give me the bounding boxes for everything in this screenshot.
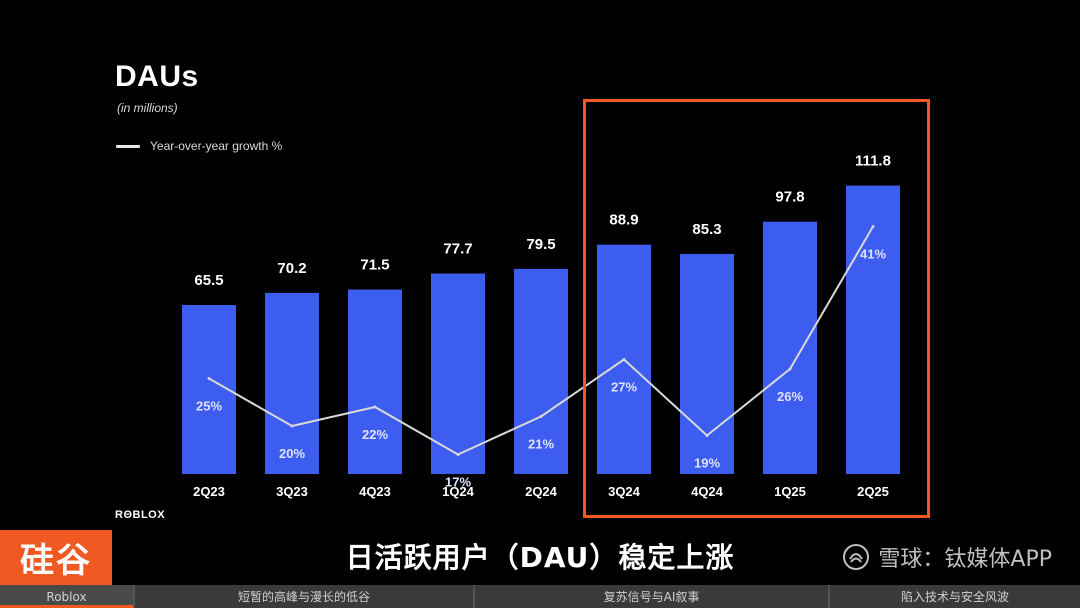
bar-value-label: 77.7 — [443, 241, 472, 258]
x-tick-label: 1Q24 — [442, 484, 475, 499]
legend-label: Year-over-year growth % — [150, 139, 283, 153]
growth-point — [207, 377, 211, 380]
snowball-icon — [843, 544, 870, 570]
x-tick-label: 2Q24 — [525, 484, 558, 499]
bar-1Q24 — [431, 273, 485, 474]
legend-line-swatch — [116, 144, 140, 148]
nav-item-roblox[interactable]: Roblox — [0, 585, 135, 608]
growth-point — [705, 434, 709, 437]
x-tick-label: 1Q25 — [774, 484, 806, 499]
growth-point — [871, 225, 875, 228]
nav-item-peak[interactable]: 短暂的高峰与漫长的低谷 — [135, 585, 475, 608]
highlight-box — [583, 99, 930, 518]
bar-value-label: 70.2 — [277, 260, 306, 277]
bar-4Q23 — [348, 289, 402, 474]
bar-value-label: 79.5 — [526, 236, 555, 253]
brand-logo: 硅谷 — [0, 530, 112, 585]
bar-value-label: 111.8 — [855, 153, 891, 170]
roblox-logo: RΘBLOX — [115, 509, 166, 521]
bar-value-label: 85.3 — [692, 221, 721, 238]
watermark-text: 雪球：钛媒体APP — [878, 547, 1052, 572]
chart-legend: Year-over-year growth % — [116, 139, 282, 153]
growth-label: 22% — [362, 427, 388, 442]
watermark: 雪球：钛媒体APP — [842, 541, 1052, 573]
chart-title: DAUs — [115, 60, 199, 93]
bar-4Q24 — [680, 253, 734, 474]
bar-value-label: 71.5 — [360, 257, 389, 274]
dau-chart: 65.5 2Q23 70.2 3Q23 71.5 4Q23 77.7 1Q24 79.5 2Q24… — [182, 153, 900, 499]
growth-point — [539, 415, 543, 418]
slide-area: 65.5 2Q23 70.2 3Q23 71.5 4Q23 77.7 1Q24 79.5 2Q24… — [115, 60, 930, 521]
nav-item-security[interactable]: 陷入技术与安全风波 — [900, 590, 1009, 604]
x-tick-label: 4Q23 — [359, 484, 391, 499]
bar-value-label: 88.9 — [609, 212, 638, 229]
growth-point — [788, 367, 792, 371]
growth-point — [373, 405, 377, 409]
growth-label: 17% — [445, 475, 471, 490]
caption-bar: 硅谷 日活跃用户（DAU）稳定上涨 雪球：钛媒体APP — [0, 530, 1080, 585]
nav-item-recovery[interactable]: 复苏信号与AI叙事 — [475, 585, 830, 608]
growth-label: 20% — [279, 446, 305, 461]
bar-value-label: 65.5 — [194, 272, 223, 289]
growth-point — [290, 424, 294, 428]
bar-2Q25 — [846, 185, 900, 474]
growth-label: 41% — [860, 247, 886, 262]
bar-3Q23 — [265, 292, 319, 474]
growth-point — [456, 453, 460, 456]
x-tick-label: 2Q23 — [193, 484, 225, 499]
caption-text: 日活跃用户（DAU）稳定上涨 — [345, 541, 735, 574]
growth-label: 21% — [528, 437, 554, 452]
growth-label: 19% — [694, 456, 720, 471]
bar-2Q24 — [514, 268, 568, 474]
growth-label: 25% — [196, 399, 222, 414]
growth-label: 26% — [777, 389, 803, 404]
x-tick-label: 3Q23 — [276, 484, 308, 499]
bar-1Q25 — [763, 221, 817, 474]
growth-point — [622, 358, 626, 361]
x-tick-label: 4Q24 — [691, 484, 724, 499]
growth-label: 27% — [611, 380, 637, 395]
chart-subtitle: (in millions) — [117, 101, 178, 115]
bar-value-label: 97.8 — [775, 189, 804, 206]
x-tick-label: 2Q25 — [857, 484, 889, 499]
x-tick-label: 3Q24 — [608, 484, 641, 499]
chapter-nav: Roblox 短暂的高峰与漫长的低谷 复苏信号与AI叙事 陷入技术与安全风波 — [0, 585, 1080, 608]
